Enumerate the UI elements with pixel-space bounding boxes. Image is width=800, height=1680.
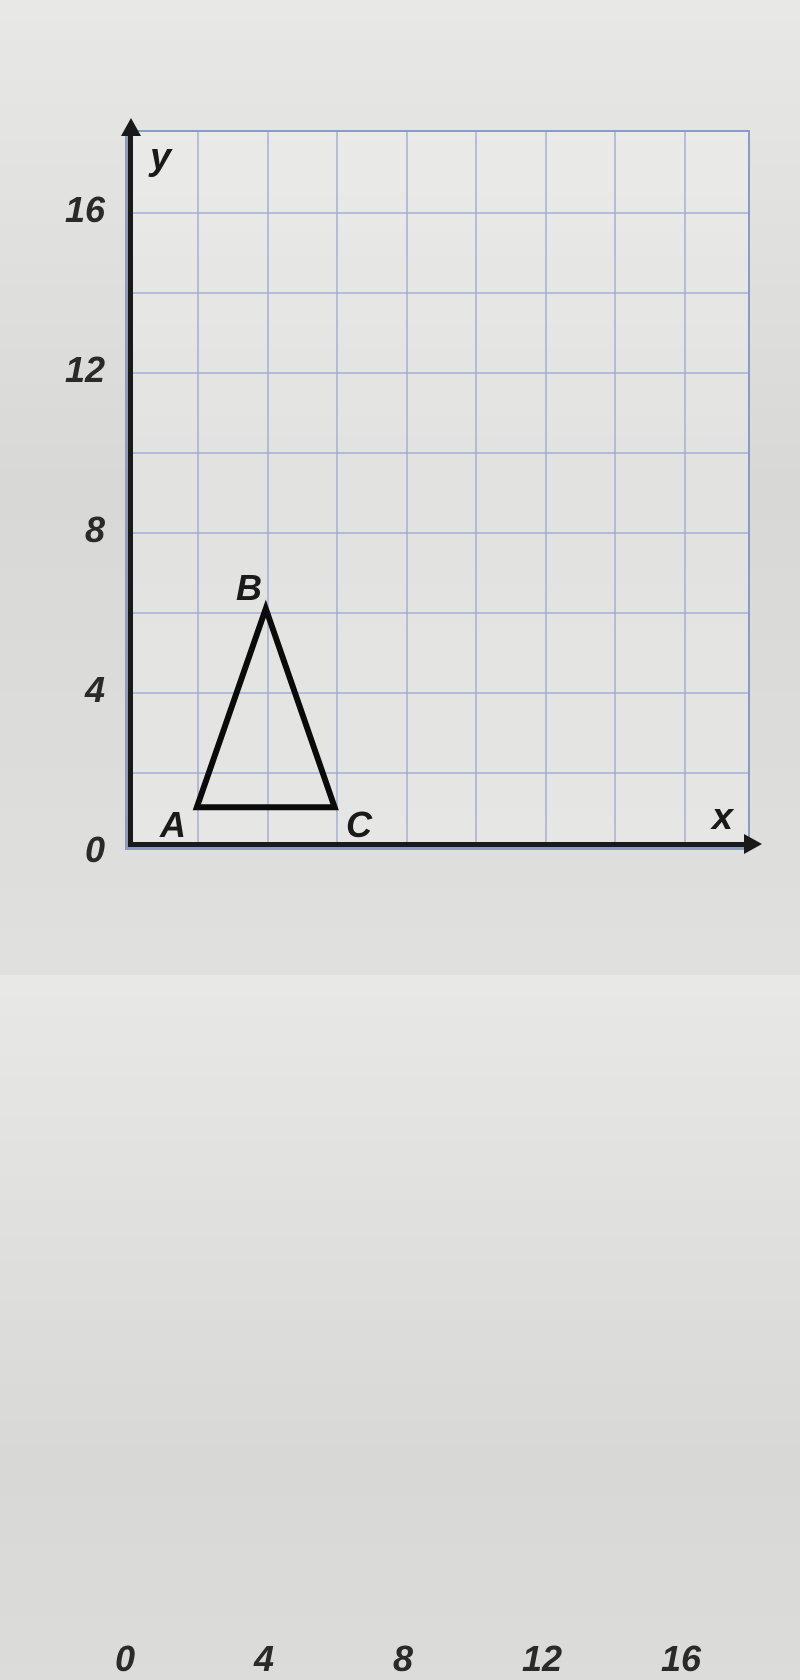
x-ticks: 0 4 8 12 16 xyxy=(40,890,760,940)
y-tick-8: 8 xyxy=(85,509,105,551)
grid-h xyxy=(128,292,748,294)
x-tick-0: 0 xyxy=(115,1638,135,1680)
x-axis-arrow-icon xyxy=(744,834,762,854)
y-tick-16: 16 xyxy=(65,189,105,231)
y-axis-arrow-icon xyxy=(121,118,141,136)
chart-container: 0 4 8 12 16 0 4 8 12 16 y x xyxy=(40,120,760,940)
grid-v xyxy=(684,132,686,847)
grid-h xyxy=(128,452,748,454)
grid-h xyxy=(128,692,748,694)
grid-v xyxy=(614,132,616,847)
y-tick-0: 0 xyxy=(85,829,105,871)
y-tick-4: 4 xyxy=(85,669,105,711)
grid-v xyxy=(267,132,269,847)
grid-v xyxy=(197,132,199,847)
vertex-b-label: B xyxy=(236,567,262,609)
grid-h xyxy=(128,612,748,614)
grid-v xyxy=(336,132,338,847)
plot-area: y x A B C xyxy=(125,130,750,850)
x-axis-line xyxy=(128,842,748,847)
x-tick-12: 12 xyxy=(522,1638,562,1680)
y-axis-label: y xyxy=(150,136,171,179)
vertex-c-label: C xyxy=(346,804,372,846)
y-ticks: 0 4 8 12 16 xyxy=(40,120,115,940)
x-tick-8: 8 xyxy=(393,1638,413,1680)
grid-h xyxy=(128,372,748,374)
triangle-shape xyxy=(128,132,748,847)
x-tick-4: 4 xyxy=(254,1638,274,1680)
grid-v xyxy=(406,132,408,847)
grid-v xyxy=(475,132,477,847)
vertex-a-label: A xyxy=(160,804,186,846)
grid-h xyxy=(128,772,748,774)
y-axis-line xyxy=(128,132,133,847)
x-axis-label: x xyxy=(712,796,733,839)
grid-v xyxy=(545,132,547,847)
grid-h xyxy=(128,212,748,214)
grid-h xyxy=(128,532,748,534)
y-tick-12: 12 xyxy=(65,349,105,391)
x-tick-16: 16 xyxy=(661,1638,701,1680)
